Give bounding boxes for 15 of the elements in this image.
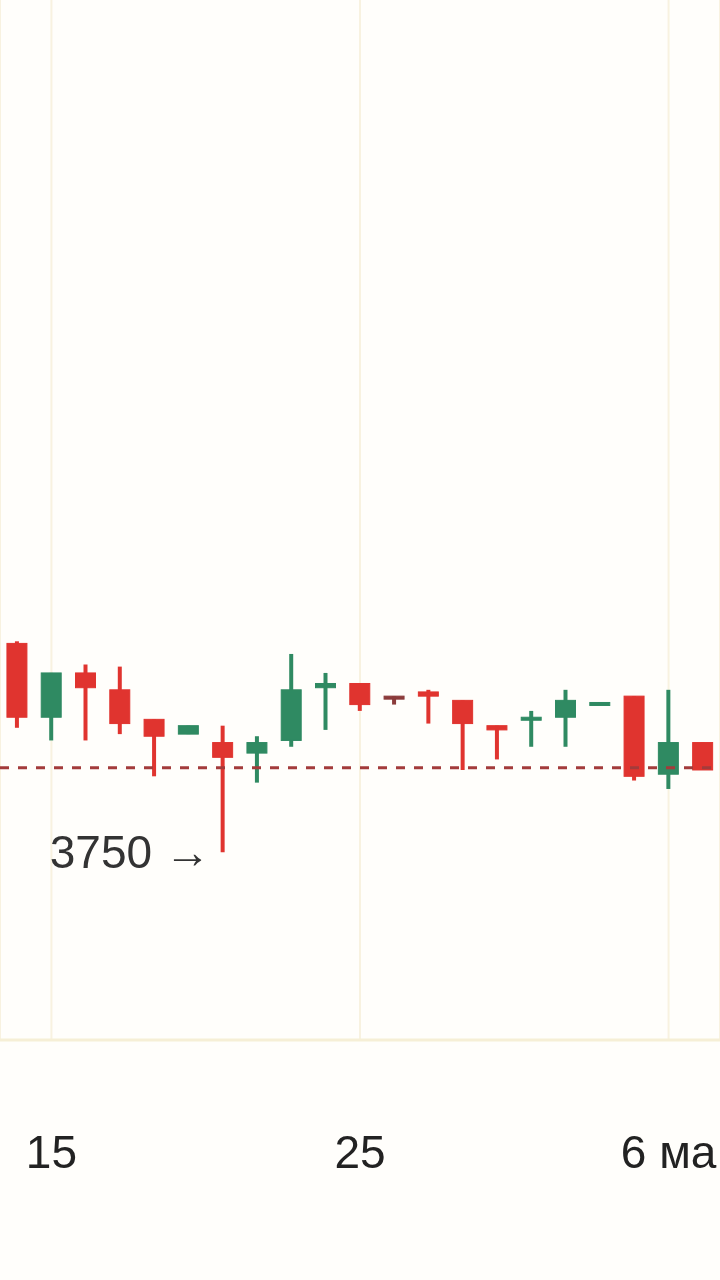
candlestick — [75, 664, 96, 741]
x-tick-label: 25 — [334, 1126, 386, 1178]
candlestick — [452, 699, 474, 770]
candlestick — [555, 689, 576, 747]
annotation: 3750 → — [49, 826, 211, 879]
x-tick-label: 15 — [25, 1126, 78, 1178]
candlestick — [246, 736, 268, 783]
candlestick — [486, 725, 508, 760]
candlestick — [520, 710, 542, 747]
candlestick — [349, 682, 371, 711]
candlestick — [417, 689, 439, 724]
candlestick — [315, 672, 336, 730]
candlestick — [143, 718, 165, 777]
candlestick — [212, 725, 234, 853]
x-tick-label: 6 ма — [620, 1126, 717, 1178]
